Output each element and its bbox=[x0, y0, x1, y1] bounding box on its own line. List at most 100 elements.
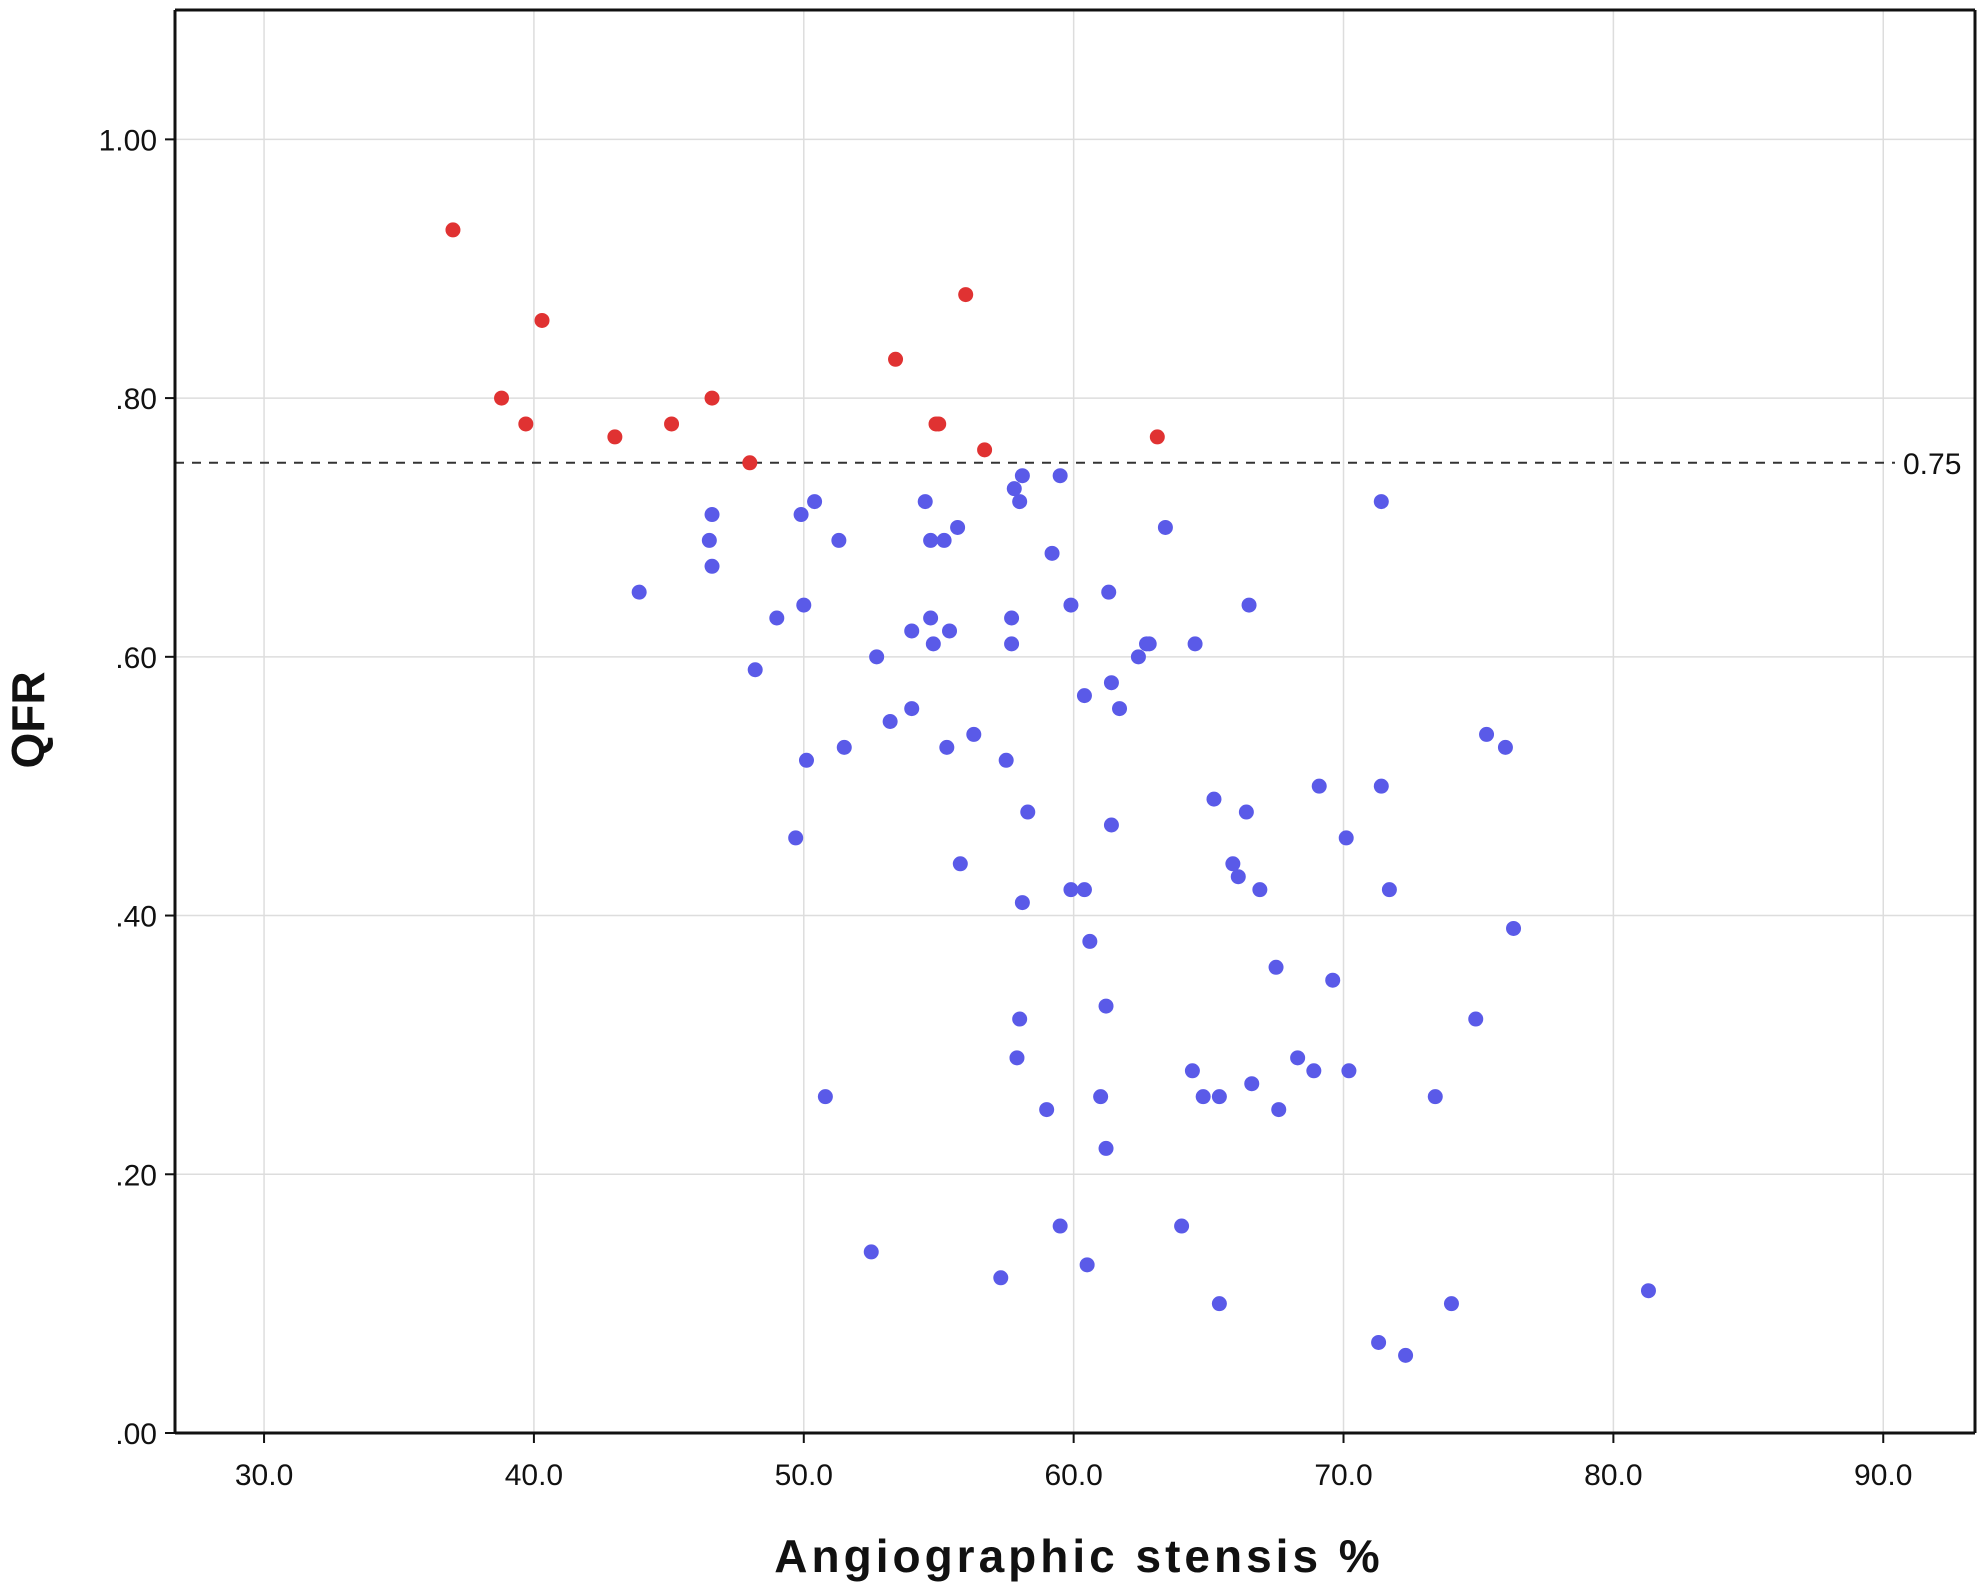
x-tick-label: 50.0 bbox=[775, 1459, 833, 1492]
data-point bbox=[704, 558, 720, 574]
axes: 30.0 40.0 50.0 60.0 70.0 80.0 90.0 .00 .20 .40 .60… bbox=[99, 8, 1977, 1492]
data-point bbox=[1076, 688, 1092, 704]
data-point bbox=[1184, 1063, 1200, 1079]
data-point bbox=[1268, 959, 1284, 975]
data-point bbox=[904, 623, 920, 639]
data-point bbox=[1398, 1347, 1414, 1363]
data-point bbox=[817, 1089, 833, 1105]
data-point bbox=[1101, 584, 1117, 600]
data-point bbox=[869, 649, 885, 665]
data-point bbox=[1076, 882, 1092, 898]
data-point bbox=[1063, 597, 1079, 613]
data-point bbox=[631, 584, 647, 600]
data-point bbox=[936, 532, 952, 548]
data-point bbox=[1012, 494, 1028, 510]
data-point bbox=[966, 726, 982, 742]
data-point bbox=[1093, 1089, 1109, 1105]
data-point bbox=[798, 752, 814, 768]
data-point bbox=[1506, 920, 1522, 936]
data-point bbox=[1325, 972, 1341, 988]
data-point bbox=[977, 442, 993, 458]
data-point bbox=[1014, 468, 1030, 484]
data-point bbox=[1149, 429, 1165, 445]
data-point bbox=[1238, 804, 1254, 820]
data-point bbox=[1103, 817, 1119, 833]
data-point bbox=[1371, 1334, 1387, 1350]
data-point bbox=[1130, 649, 1146, 665]
data-point bbox=[1004, 610, 1020, 626]
data-point bbox=[1373, 778, 1389, 794]
data-point bbox=[1014, 895, 1030, 911]
data-point bbox=[1230, 869, 1246, 885]
x-tick-label: 80.0 bbox=[1584, 1459, 1642, 1492]
data-point bbox=[1290, 1050, 1306, 1066]
data-point bbox=[788, 830, 804, 846]
data-point bbox=[1252, 882, 1268, 898]
data-point bbox=[807, 494, 823, 510]
data-point bbox=[494, 390, 510, 406]
data-point bbox=[1427, 1089, 1443, 1105]
data-point bbox=[831, 532, 847, 548]
data-point bbox=[1338, 830, 1354, 846]
data-point bbox=[1187, 636, 1203, 652]
data-point bbox=[904, 701, 920, 717]
y-axis-title: QFR bbox=[2, 671, 54, 768]
x-tick-label: 40.0 bbox=[505, 1459, 563, 1492]
data-point bbox=[1039, 1102, 1055, 1118]
data-point bbox=[664, 416, 680, 432]
data-point bbox=[1079, 1257, 1095, 1273]
data-point bbox=[796, 597, 812, 613]
data-point bbox=[1211, 1089, 1227, 1105]
data-points bbox=[445, 222, 1656, 1363]
y-tick-label: .60 bbox=[115, 642, 157, 675]
x-axis-title: Angiographic stensis % bbox=[774, 1530, 1383, 1582]
reference-line-label: 0.75 bbox=[1903, 448, 1961, 481]
data-point bbox=[1211, 1296, 1227, 1312]
data-point bbox=[1098, 1140, 1114, 1156]
data-point bbox=[1225, 856, 1241, 872]
data-point bbox=[534, 312, 550, 328]
data-point bbox=[1306, 1063, 1322, 1079]
data-point bbox=[863, 1244, 879, 1260]
data-point bbox=[1195, 1089, 1211, 1105]
data-point bbox=[923, 610, 939, 626]
data-point bbox=[1103, 675, 1119, 691]
data-point bbox=[882, 714, 898, 729]
x-tick-label: 70.0 bbox=[1314, 1459, 1372, 1492]
data-point bbox=[1020, 804, 1036, 820]
x-tick-label: 60.0 bbox=[1044, 1459, 1102, 1492]
data-point bbox=[958, 287, 974, 303]
data-point bbox=[952, 856, 968, 872]
data-point bbox=[518, 416, 534, 432]
data-point bbox=[701, 532, 717, 548]
data-point bbox=[704, 507, 720, 523]
data-point bbox=[939, 739, 955, 755]
data-point bbox=[1006, 481, 1022, 497]
data-point bbox=[1012, 1011, 1028, 1027]
data-point bbox=[1052, 1218, 1068, 1234]
y-tick-label: .40 bbox=[115, 901, 157, 934]
data-point bbox=[1009, 1050, 1025, 1066]
data-point bbox=[925, 636, 941, 652]
data-point bbox=[793, 507, 809, 523]
data-point bbox=[993, 1270, 1009, 1286]
data-point bbox=[1381, 882, 1397, 898]
data-point bbox=[1082, 933, 1098, 949]
data-point bbox=[942, 623, 958, 639]
data-point bbox=[1157, 519, 1173, 535]
data-point bbox=[1052, 468, 1068, 484]
x-tick-label: 90.0 bbox=[1854, 1459, 1912, 1492]
data-point bbox=[1141, 636, 1157, 652]
data-point bbox=[1004, 636, 1020, 652]
data-point bbox=[445, 222, 461, 238]
data-point bbox=[888, 351, 904, 367]
x-tick-label: 30.0 bbox=[235, 1459, 293, 1492]
gridlines bbox=[175, 10, 1975, 1433]
data-point bbox=[747, 662, 763, 678]
data-point bbox=[1098, 998, 1114, 1014]
data-point bbox=[998, 752, 1014, 768]
data-point bbox=[1640, 1283, 1656, 1299]
y-tick-label: .00 bbox=[115, 1418, 157, 1451]
data-point bbox=[1206, 791, 1222, 807]
